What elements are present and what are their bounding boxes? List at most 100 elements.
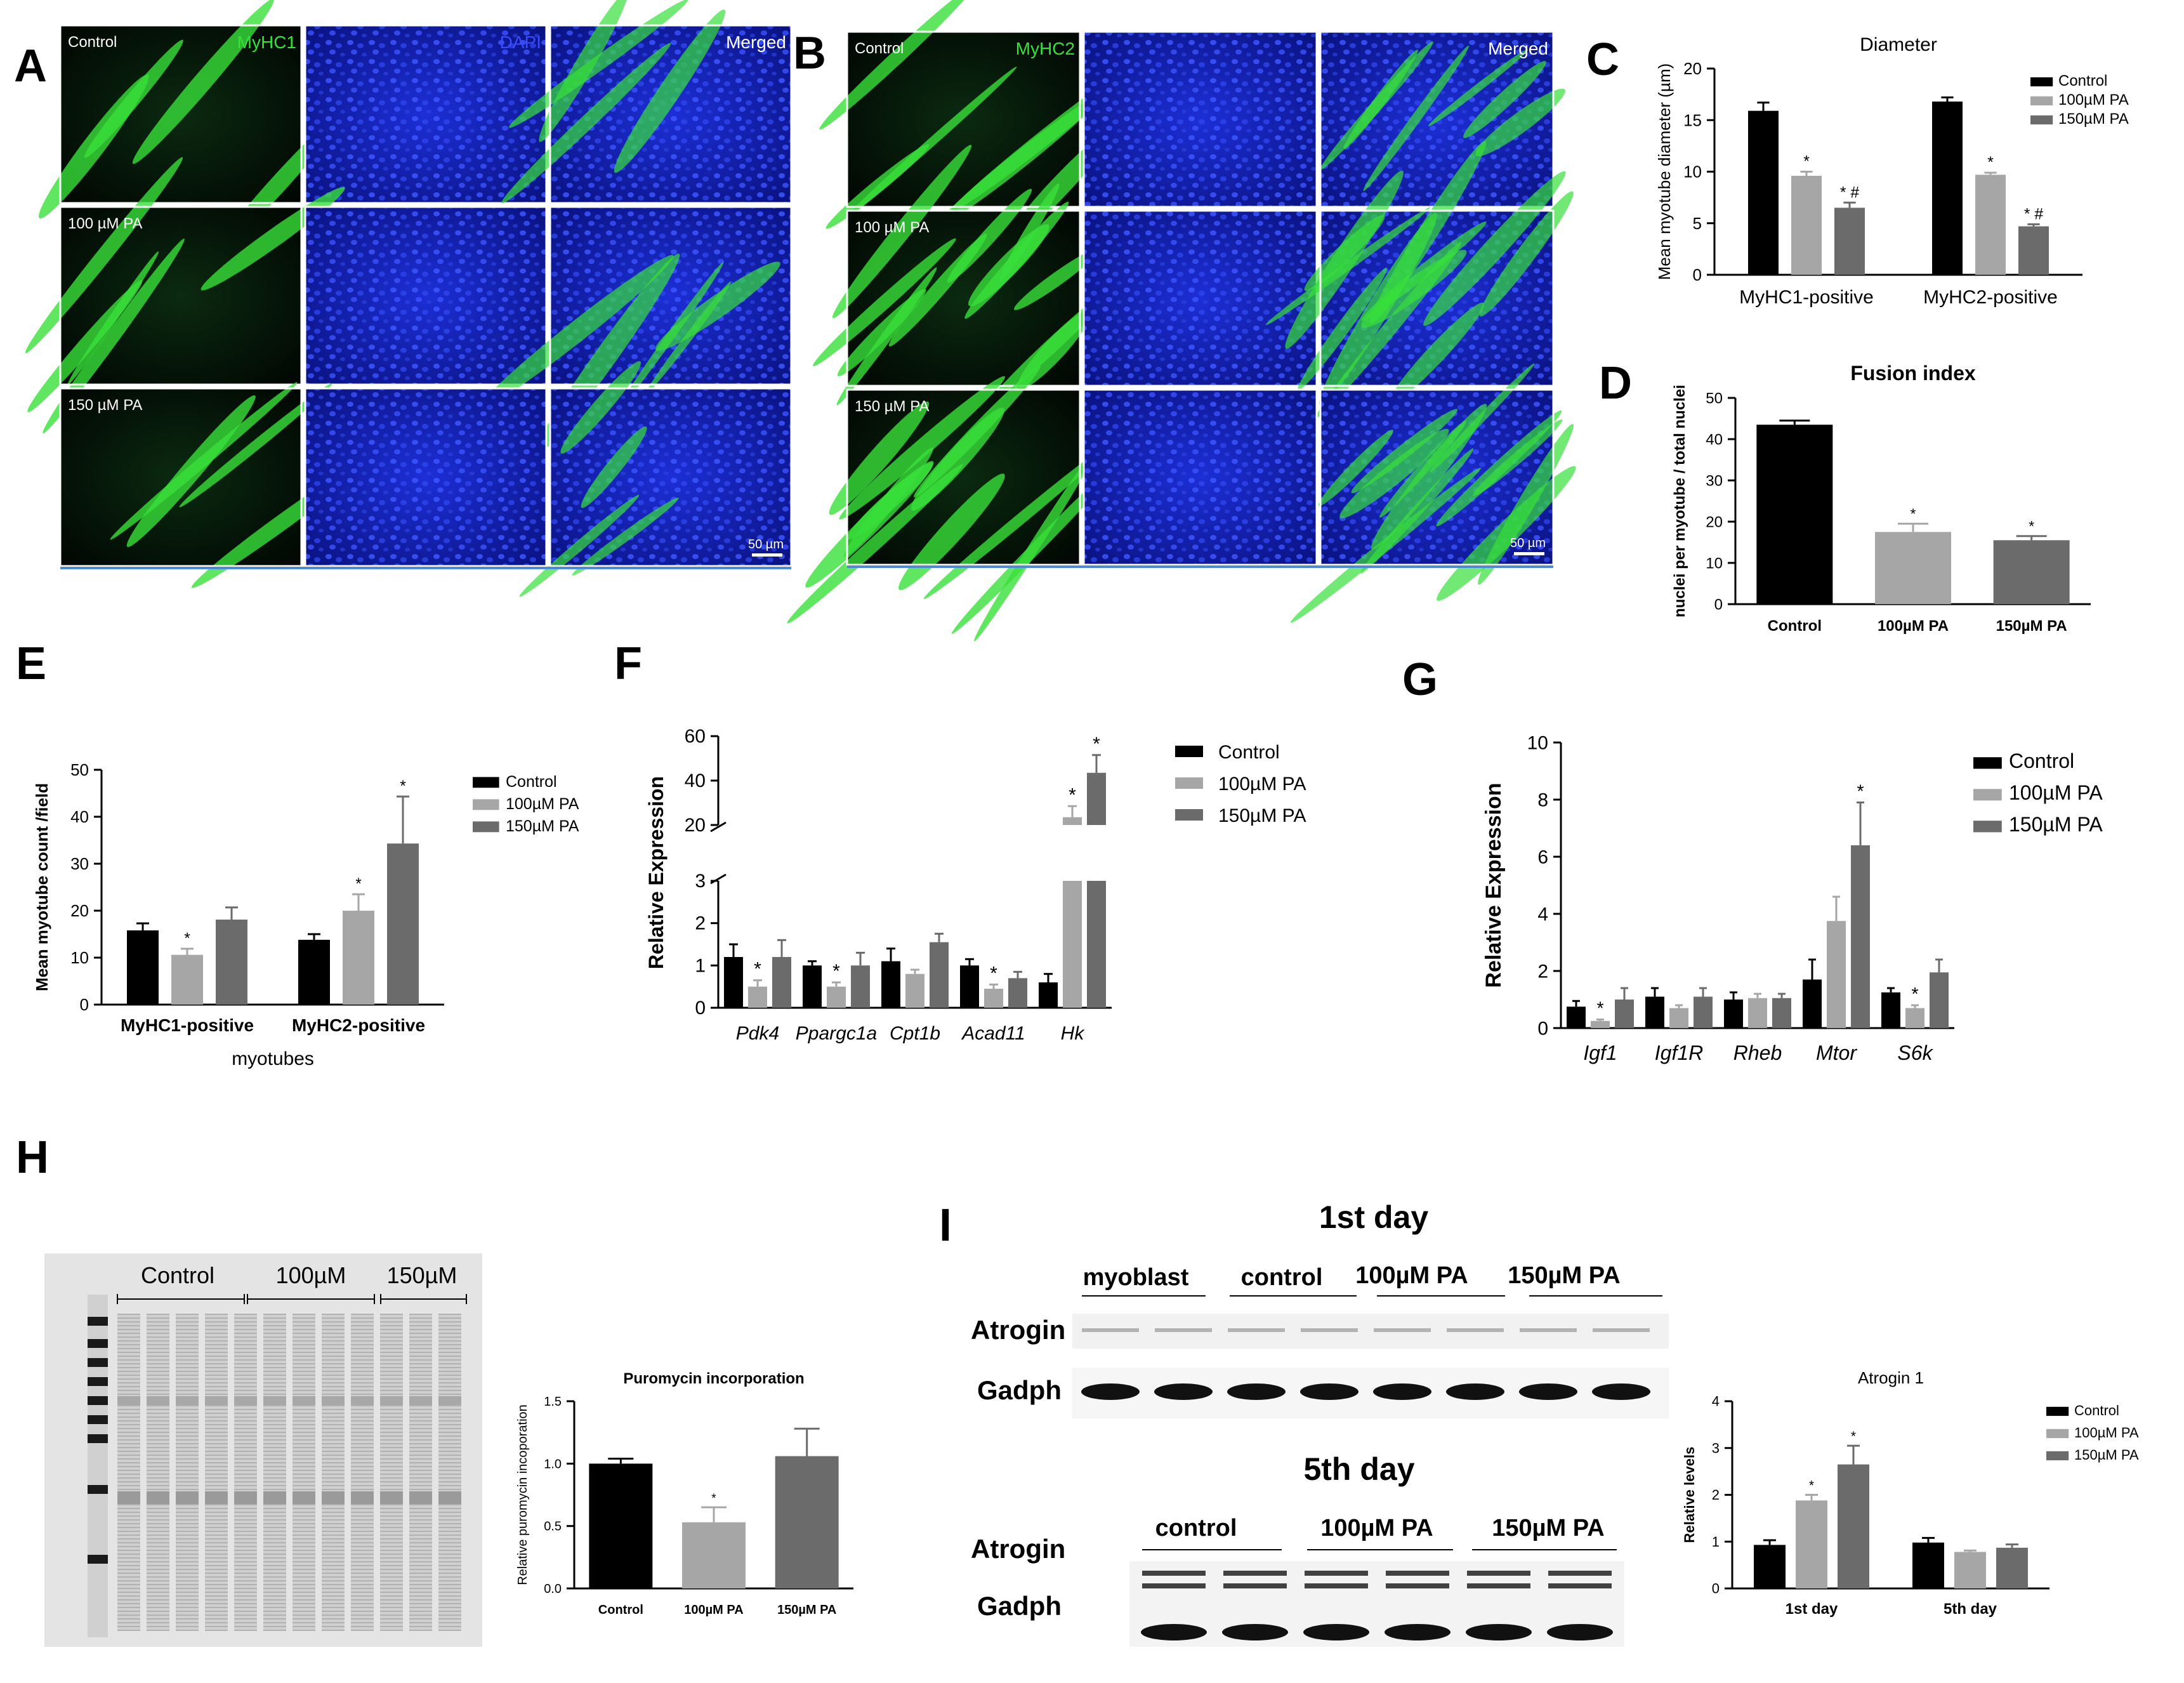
legend-swatch <box>2030 115 2053 125</box>
significance-mark: * <box>1069 784 1076 805</box>
blot-lane <box>176 1314 199 1631</box>
cell-border <box>846 30 1081 208</box>
blot-i-day1-group-150: 150µM PA <box>1508 1262 1620 1289</box>
blot-i-day5-group-100: 100µM PA <box>1320 1515 1433 1541</box>
cell-border <box>59 206 303 386</box>
y-axis-label: Relative levels <box>1681 1447 1697 1543</box>
legend-swatch <box>2046 1406 2069 1416</box>
legend-label: 100µM PA <box>2009 781 2103 804</box>
myotube-fibre <box>1360 448 1474 574</box>
x-tick-label: Rheb <box>1733 1041 1782 1064</box>
myotube-fibre <box>614 10 726 173</box>
bar <box>775 1456 839 1588</box>
legend-label: 100µM PA <box>506 795 579 813</box>
blot-band <box>147 1491 169 1504</box>
myotube-fibre <box>1479 191 1574 317</box>
legend-swatch <box>473 777 499 788</box>
gapdh-band <box>1222 1624 1288 1640</box>
column-label: Merged <box>726 32 786 52</box>
x-tick-label: 100µM PA <box>1878 617 1949 635</box>
bar <box>1827 921 1846 1028</box>
bar <box>1796 1500 1827 1588</box>
atrogin-band <box>1467 1583 1530 1588</box>
bar <box>1930 972 1949 1028</box>
y-axis-label: Mean myotube diameter (µm) <box>1655 63 1674 280</box>
bar <box>1754 1545 1786 1588</box>
legend-swatch <box>1175 746 1203 757</box>
row-label: 150 µM PA <box>855 398 929 415</box>
panel-letter-e: E <box>16 638 46 689</box>
panel-letter-h: H <box>16 1132 49 1183</box>
y-tick-label: 1 <box>695 955 706 976</box>
bar <box>1087 881 1106 1008</box>
y-tick-label: 0 <box>80 995 89 1014</box>
bar <box>1591 1020 1610 1028</box>
blot-h-group-control: Control <box>141 1262 214 1288</box>
bar <box>881 961 900 1008</box>
chart-title: Atrogin 1 <box>1858 1368 1924 1387</box>
ladder-band <box>88 1415 108 1424</box>
myotube-fibre <box>509 0 688 128</box>
y-tick-label: 60 <box>685 726 706 747</box>
blot-band <box>176 1491 199 1504</box>
ladder-band <box>88 1485 108 1494</box>
blot-band <box>351 1396 374 1405</box>
myotube-fibre <box>1304 214 1385 291</box>
y-tick-label: 6 <box>1537 847 1548 868</box>
cell-border <box>304 387 548 567</box>
blot-band <box>409 1396 432 1405</box>
bar <box>1008 978 1027 1008</box>
myotube-fibre <box>1475 88 1565 157</box>
y-tick-label: 10 <box>70 948 89 967</box>
myotube-fibre <box>519 494 640 597</box>
legend-swatch <box>2046 1429 2069 1439</box>
micrograph-cell: 150 µM PA <box>59 382 372 588</box>
y-tick-label: 0 <box>695 998 706 1019</box>
legend-label: 150µM PA <box>506 817 579 835</box>
ladder-band <box>88 1555 108 1564</box>
y-tick-label: 10 <box>1527 733 1548 754</box>
bar <box>1063 817 1082 825</box>
y-tick-label: 2 <box>1537 961 1548 982</box>
blot-band <box>409 1491 432 1504</box>
myotube-fibre <box>581 426 647 508</box>
myotube-fibre <box>844 447 933 557</box>
x-tick-label: 150µM PA <box>1996 617 2067 635</box>
panel-a-micrographs: Control MyHC1 DAPI Merged 100 µM PA 150 µM PA… <box>25 0 793 597</box>
y-tick-label: 8 <box>1537 790 1548 811</box>
significance-mark: * <box>711 1492 716 1505</box>
myotube-fibre <box>1339 428 1449 518</box>
legend-label: Control <box>1218 742 1280 763</box>
myotube-fibre <box>898 473 1005 591</box>
x-tick-label: S6k <box>1897 1041 1933 1064</box>
micrograph-cell <box>1082 209 1318 387</box>
bar <box>682 1522 746 1588</box>
atrogin-band <box>1142 1571 1206 1576</box>
gapdh-band <box>1373 1383 1431 1400</box>
significance-mark: * <box>2029 518 2034 534</box>
bar <box>1669 1008 1688 1028</box>
bar <box>748 986 767 1008</box>
x-tick-label: 100µM PA <box>684 1603 743 1617</box>
blot-i-day1-group-control: control <box>1241 1264 1323 1291</box>
panel-letter-c: C <box>1586 34 1619 85</box>
myotube-fibre <box>539 0 628 142</box>
y-tick-label: 2 <box>1712 1487 1720 1503</box>
blot-i-day1-title: 1st day <box>1319 1199 1429 1235</box>
chart-title: Puromycin incorporation <box>623 1370 804 1387</box>
y-tick-label: 1.0 <box>544 1457 562 1471</box>
cell-border <box>1319 388 1555 566</box>
ladder-band <box>88 1434 108 1443</box>
bar <box>127 930 159 1005</box>
myotube-fibre <box>1363 45 1470 192</box>
x-tick-label: Cpt1b <box>890 1023 940 1044</box>
chart-f-metabolic-genes: 0 1 2 3 20 40 60 Relative Expression * Pdk4 * Pparg… <box>645 726 1306 1044</box>
y-tick-label: 20 <box>1706 513 1723 531</box>
atrogin-band <box>1593 1328 1650 1332</box>
blot-lane <box>409 1314 432 1631</box>
x-tick-label: Hk <box>1061 1023 1086 1044</box>
bar <box>905 974 924 1008</box>
myotube-fibre <box>39 74 149 219</box>
scale-bar-label: 50 µm <box>1510 536 1546 550</box>
